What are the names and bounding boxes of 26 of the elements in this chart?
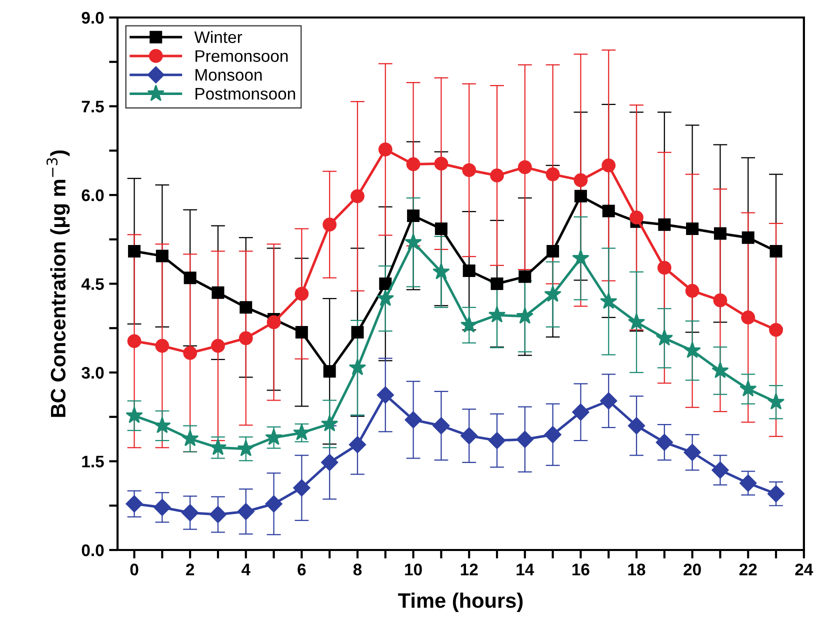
x-tick-label: 20 (684, 564, 701, 576)
y-tick-label: 9.0 (82, 12, 104, 24)
x-tick-label: 18 (628, 564, 646, 576)
y-tick-label: 1.5 (82, 456, 104, 468)
x-tick-label: 2 (186, 564, 194, 576)
x-tick-label: 16 (572, 564, 590, 576)
legend-label: Monsoon (196, 69, 262, 81)
x-tick-label: 0 (130, 564, 138, 576)
y-axis-title: BC Concentration (μg m$^{−3}$) (46, 150, 70, 417)
legend-label: Premonsoon (196, 50, 288, 62)
y-tick-label: 3.0 (82, 366, 104, 379)
y-tick-label: 6.0 (82, 189, 104, 202)
legend-label: Postmonsoon (196, 88, 296, 100)
x-tick-label: 24 (795, 564, 814, 576)
y-tick-label: 4.5 (81, 278, 104, 290)
x-tick-label: 4 (242, 564, 250, 576)
x-tick-label: 10 (405, 564, 422, 576)
x-tick-label: 6 (298, 564, 306, 576)
y-tick-label: 7.5 (82, 100, 104, 112)
x-tick-label: 8 (353, 564, 362, 576)
x-axis-title: Time (hours) (398, 592, 523, 612)
x-tick-label: 22 (739, 564, 757, 576)
y-tick-label: 0.0 (82, 544, 104, 556)
legend-label: Winter (194, 30, 242, 44)
x-tick-label: 14 (516, 564, 534, 576)
x-tick-label: 12 (460, 564, 478, 576)
